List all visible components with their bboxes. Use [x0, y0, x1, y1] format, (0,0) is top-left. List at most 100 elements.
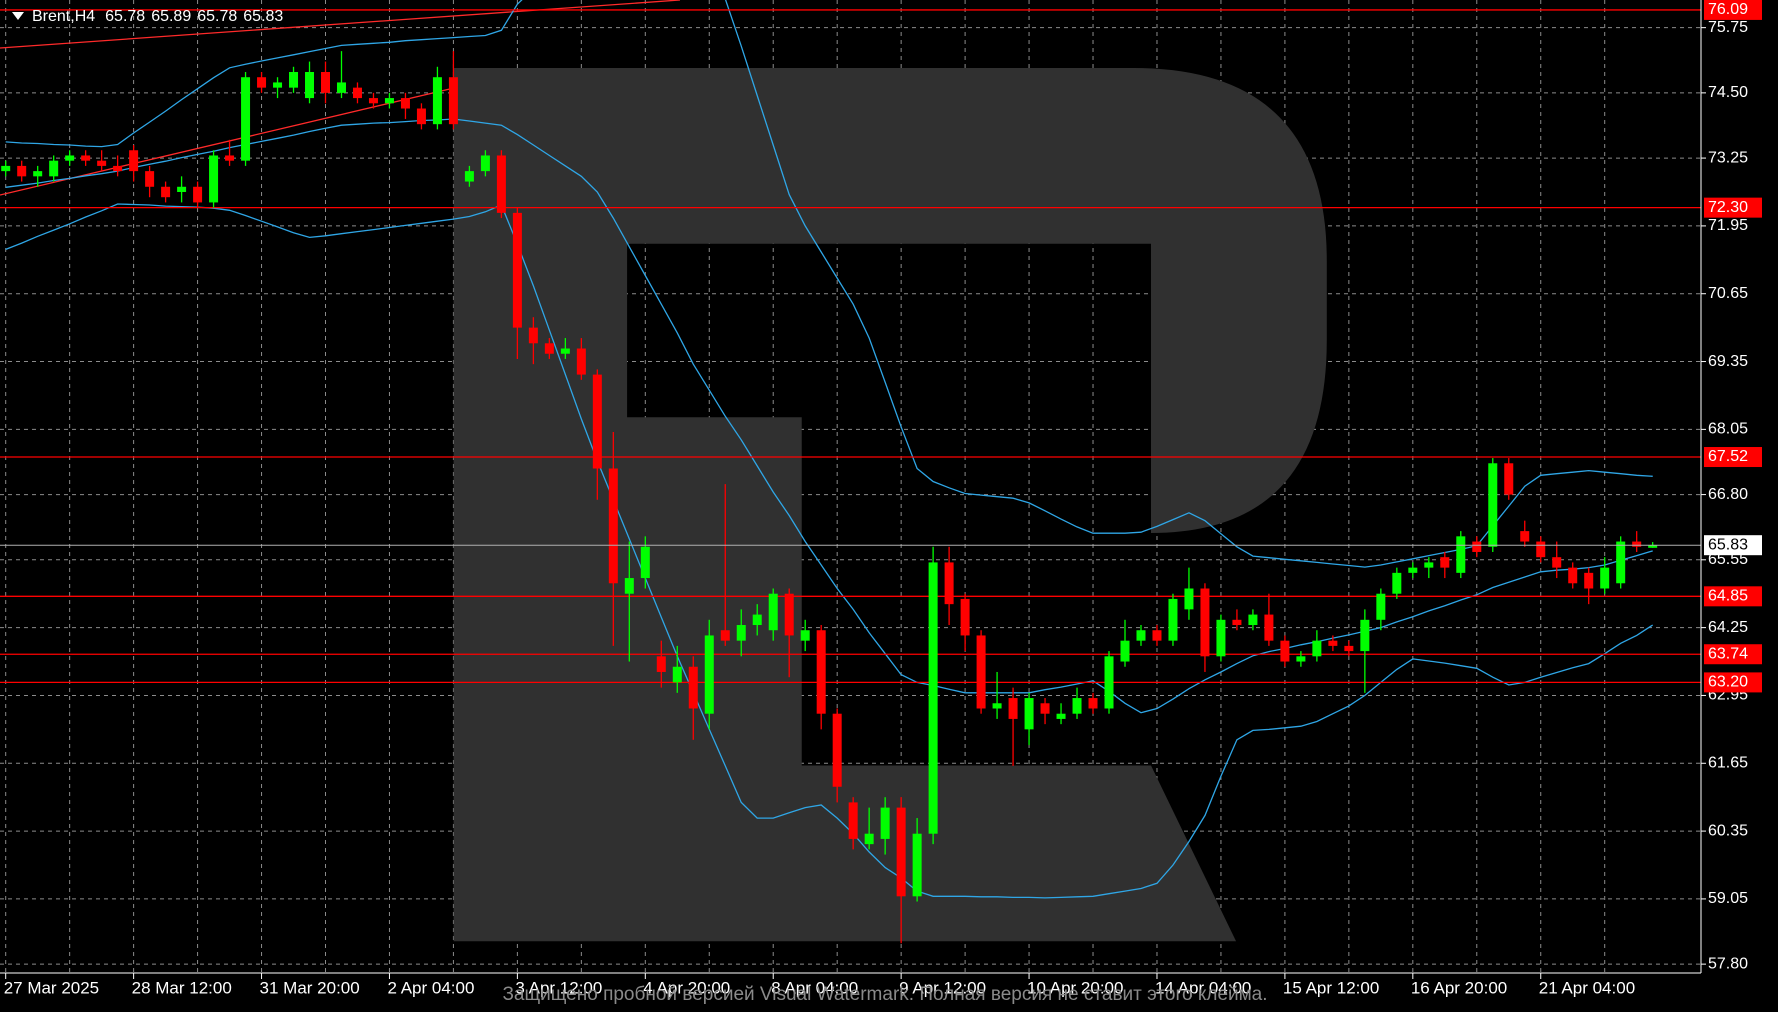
y-tick-label: 74.50: [1708, 84, 1748, 101]
candle-body: [1312, 640, 1322, 657]
candle-body: [592, 374, 602, 469]
candle-body: [384, 98, 394, 104]
candle-body: [880, 807, 890, 839]
candle-body: [1344, 645, 1354, 652]
y-tick-label: 65.55: [1708, 551, 1748, 568]
level-label: 76.09: [1708, 1, 1748, 18]
candle-body: [1424, 562, 1434, 568]
candle-body: [145, 171, 155, 187]
candle-body: [1600, 567, 1610, 589]
y-tick-label: 66.80: [1708, 486, 1748, 503]
candle-body: [1568, 567, 1578, 584]
candle-body: [1104, 656, 1114, 709]
candle-body: [1440, 557, 1450, 568]
candle-body: [177, 186, 187, 192]
chart-header-text: Brent,H4 65.78 65.89 65.78 65.83: [32, 8, 283, 25]
level-label-box: [1704, 586, 1762, 607]
candle-body: [1088, 698, 1098, 709]
candle-body: [1552, 557, 1562, 568]
candle-body: [49, 160, 59, 177]
candle-body: [1136, 630, 1146, 641]
candle-body: [576, 348, 586, 375]
chart-title: Brent,H4: [32, 8, 95, 25]
candle-body: [976, 635, 986, 709]
candle-body: [1, 165, 11, 172]
candle-body: [768, 593, 778, 631]
candle-body: [1456, 536, 1466, 573]
candle-body: [321, 71, 330, 93]
header-high: 65.89: [151, 8, 191, 25]
candle-body: [1072, 698, 1082, 714]
y-tick-label: 57.80: [1708, 955, 1748, 972]
price-label: 65.83: [1708, 536, 1748, 553]
candle-body: [784, 593, 794, 636]
x-tick-label: 31 Mar 20:00: [260, 978, 360, 997]
candle-body: [336, 82, 346, 93]
candle-body: [1024, 698, 1034, 730]
candle-body: [1616, 541, 1626, 584]
x-tick-label: 2 Apr 04:00: [387, 978, 474, 997]
candle-body: [33, 171, 43, 177]
candle-body: [1152, 630, 1162, 641]
x-tick-label: 28 Mar 12:00: [132, 978, 232, 997]
candle-body: [640, 546, 650, 579]
candle-body: [560, 348, 570, 354]
candle-body: [864, 833, 874, 845]
header-open: 65.78: [105, 8, 145, 25]
y-tick-label: 64.25: [1708, 619, 1748, 636]
candle-body: [1648, 545, 1658, 548]
x-tick-label: 8 Apr 04:00: [771, 978, 858, 997]
candle-body: [1216, 619, 1226, 657]
candle-body: [1392, 572, 1402, 594]
candle-body: [480, 155, 490, 172]
x-tick-label: 4 Apr 20:00: [643, 978, 730, 997]
candle-body: [720, 630, 730, 641]
candle-body: [225, 155, 235, 161]
candle-body: [960, 598, 970, 636]
level-label: 72.30: [1708, 199, 1748, 216]
candle-body: [912, 833, 922, 897]
candle-body: [1280, 640, 1290, 662]
band-upper: [5, 0, 1653, 568]
candle-body: [992, 703, 1002, 709]
plot-area: [0, 0, 1701, 944]
candle-body: [496, 155, 506, 213]
x-tick-label: 3 Apr 12:00: [515, 978, 602, 997]
candle-body: [688, 666, 698, 709]
candle-body: [1472, 541, 1482, 552]
watermark-text: Защищено пробной версией Visual Watermar…: [502, 984, 1267, 1005]
candle-body: [17, 165, 27, 177]
level-label-box: [1704, 672, 1762, 693]
candle-body: [752, 614, 762, 626]
candle-body: [1120, 640, 1130, 662]
x-tick-label: 9 Apr 12:00: [899, 978, 986, 997]
candle-body: [1232, 619, 1242, 626]
candle-body: [544, 343, 554, 354]
price-label-box: [1704, 535, 1762, 556]
x-tick-label: 15 Apr 12:00: [1283, 978, 1379, 997]
candle-body: [209, 155, 219, 203]
candle-body: [896, 807, 906, 897]
candle-body: [528, 327, 538, 344]
candle-body: [1504, 463, 1514, 495]
candle-body: [1408, 567, 1418, 573]
y-tick-label: 73.25: [1708, 149, 1748, 166]
level-label: 67.52: [1708, 448, 1748, 465]
candle-body: [1184, 588, 1194, 610]
candle-body: [512, 212, 522, 328]
candle-body: [81, 155, 91, 161]
trend-line: [0, 0, 681, 49]
level-label: 63.74: [1708, 645, 1748, 662]
candle-body: [416, 108, 426, 125]
candle-body: [1168, 598, 1178, 641]
candle-body: [1200, 588, 1210, 657]
level-label-box: [1704, 644, 1762, 665]
candle-body: [1376, 593, 1386, 620]
candle-body: [928, 562, 938, 834]
candle-body: [1040, 703, 1050, 714]
candle-body: [241, 77, 251, 161]
y-tick-label: 61.65: [1708, 754, 1748, 771]
candle-body: [1488, 463, 1498, 547]
